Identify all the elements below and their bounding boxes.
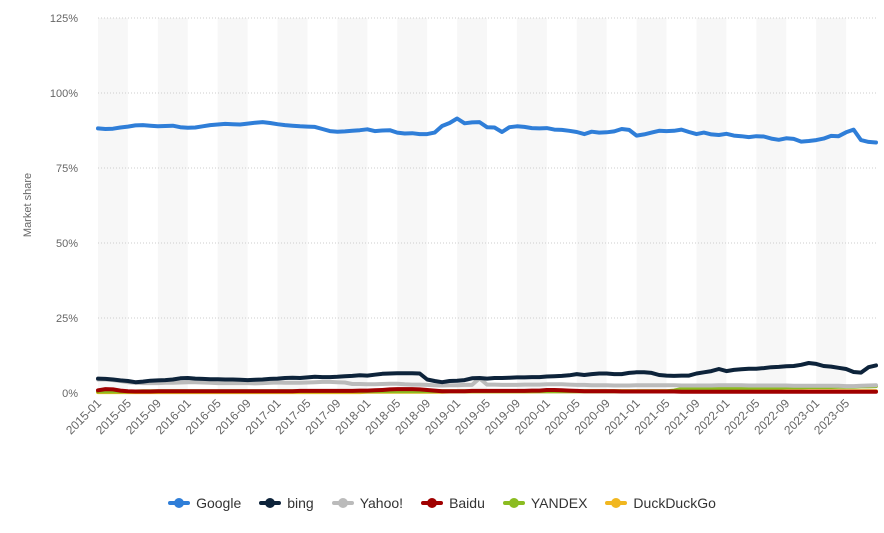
background-band (337, 18, 368, 393)
background-band (457, 18, 487, 393)
legend-label: Google (196, 495, 242, 511)
series-line-google (96, 116, 878, 145)
legend-label: Yahoo! (359, 495, 404, 511)
y-tick-label: 25% (56, 313, 78, 325)
legend-marker-icon (168, 498, 191, 508)
legend-item-yandex[interactable]: YANDEX (502, 495, 588, 511)
background-band (756, 18, 787, 393)
y-axis-ticks: 0% 25% 50% 75% 100% 125% (50, 13, 78, 400)
x-axis-ticks: 2015-012015-052015-092016-012016-052016-… (63, 396, 852, 437)
legend-marker-icon (331, 498, 354, 508)
background-band (516, 18, 547, 393)
y-tick-label: 50% (56, 238, 78, 250)
y-tick-label: 125% (50, 13, 78, 25)
y-axis-label: Market share (22, 173, 34, 237)
legend-item-baidu[interactable]: Baidu (421, 495, 485, 511)
legend-label: bing (287, 495, 314, 511)
background-band (157, 18, 188, 393)
background-band (816, 18, 847, 393)
background-bands (98, 18, 847, 393)
background-band (636, 18, 667, 393)
legend-marker-icon (259, 498, 282, 508)
y-tick-label: 0% (62, 388, 78, 400)
legend-label: DuckDuckGo (633, 495, 716, 511)
series-lines (96, 116, 878, 395)
legend-label: Baidu (449, 495, 485, 511)
y-tick-label: 75% (56, 163, 78, 175)
background-band (217, 18, 248, 393)
legend-item-yahoo[interactable]: Yahoo! (331, 495, 404, 511)
background-band (696, 18, 727, 393)
background-band (576, 18, 607, 393)
line-chart: 0% 25% 50% 75% 100% 125% 2015-012015-052015-0… (22, 13, 878, 437)
legend-marker-icon (605, 498, 628, 508)
legend-label: YANDEX (530, 495, 588, 511)
legend-item-duckduckgo[interactable]: DuckDuckGo (605, 495, 716, 511)
background-band (397, 18, 428, 393)
legend-item-google[interactable]: Google (168, 495, 241, 511)
legend: Google bing Yahoo! Baidu YANDEX DuckDuckGo (0, 495, 884, 511)
legend-marker-icon (421, 498, 444, 508)
background-band (98, 18, 128, 393)
series-line-baidu (96, 387, 878, 394)
legend-marker-icon (502, 498, 525, 508)
background-band (277, 18, 308, 393)
y-tick-label: 100% (50, 88, 78, 100)
series-line-bing (96, 361, 878, 385)
series-line-yahoo (96, 376, 878, 389)
legend-item-bing[interactable]: bing (259, 495, 314, 511)
